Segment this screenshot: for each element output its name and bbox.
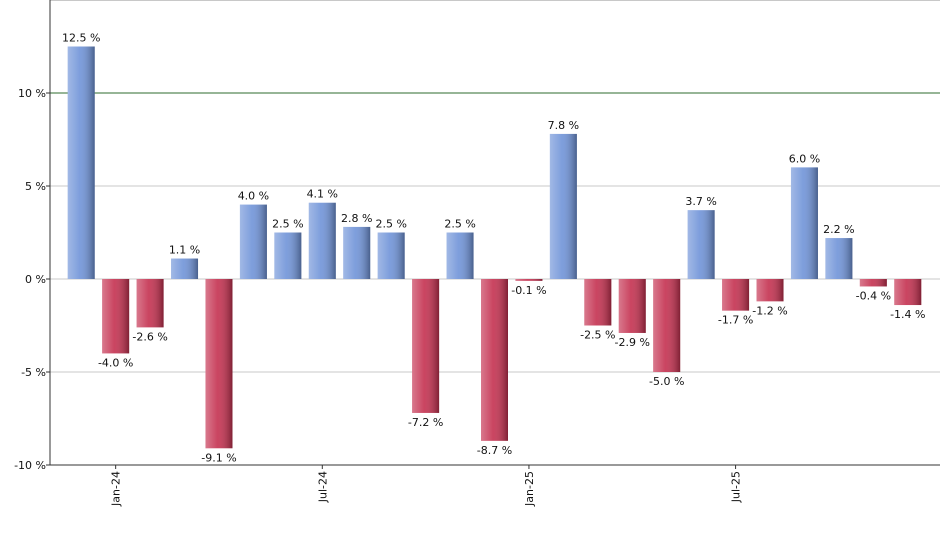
bar-shade [67, 46, 95, 279]
bar-shade [790, 167, 818, 279]
value-label: -0.4 % [856, 289, 891, 302]
value-label: 2.5 % [375, 218, 406, 231]
y-tick-label: 5 % [25, 180, 46, 193]
bar-shade [756, 279, 784, 302]
bar-shade [412, 279, 440, 413]
value-label: 2.8 % [341, 212, 372, 225]
y-tick-label: 10 % [18, 87, 46, 100]
value-label: 3.7 % [685, 195, 716, 208]
value-label: -1.7 % [718, 314, 753, 327]
bar-shade [515, 279, 543, 281]
bar-shade [205, 279, 233, 449]
value-label: 4.1 % [307, 188, 338, 201]
bar-shade [102, 279, 130, 354]
value-label: -1.2 % [752, 304, 787, 317]
value-label: -5.0 % [649, 375, 684, 388]
bar-shade [687, 210, 715, 279]
value-label: 2.2 % [823, 223, 854, 236]
value-label: 7.8 % [548, 119, 579, 132]
bar-shade [239, 204, 267, 279]
bar-shade [343, 226, 371, 279]
value-label: -2.9 % [615, 336, 650, 349]
bar-shade [446, 232, 474, 279]
x-tick-label: Jul-24 [316, 471, 329, 503]
value-label: 6.0 % [789, 152, 820, 165]
value-label: 1.1 % [169, 244, 200, 257]
value-label: 2.5 % [272, 218, 303, 231]
x-tick-label: Jan-24 [110, 471, 123, 507]
y-tick-label: -5 % [21, 366, 46, 379]
value-label: -1.4 % [890, 308, 925, 321]
bar-shade [618, 279, 646, 333]
bar-shade [377, 232, 405, 279]
bar-shade [584, 279, 612, 326]
bar-shade [274, 232, 302, 279]
bar-shade [308, 202, 336, 279]
bar-shade [171, 258, 199, 279]
bar-shade [653, 279, 681, 372]
value-label: -7.2 % [408, 416, 443, 429]
value-label: -9.1 % [201, 451, 236, 464]
value-label: -2.6 % [132, 330, 167, 343]
value-label: -0.1 % [511, 284, 546, 297]
bar-shade [859, 279, 887, 287]
value-label: -4.0 % [98, 356, 133, 369]
value-label: -8.7 % [477, 444, 512, 457]
bar-shade [136, 279, 164, 328]
y-tick-label: 0 % [25, 273, 46, 286]
x-tick-label: Jul-25 [730, 471, 743, 503]
bar-shade [722, 279, 750, 311]
bar-shade [549, 133, 577, 279]
x-tick-label: Jan-25 [523, 471, 536, 507]
bar-shade [825, 238, 853, 279]
bar-shade [481, 279, 508, 441]
value-label: -2.5 % [580, 329, 615, 342]
bar-shade [894, 279, 922, 306]
value-label: 2.5 % [444, 218, 475, 231]
value-label: 4.0 % [238, 190, 269, 203]
value-label: 12.5 % [62, 32, 100, 45]
y-tick-label: -10 % [14, 459, 46, 472]
